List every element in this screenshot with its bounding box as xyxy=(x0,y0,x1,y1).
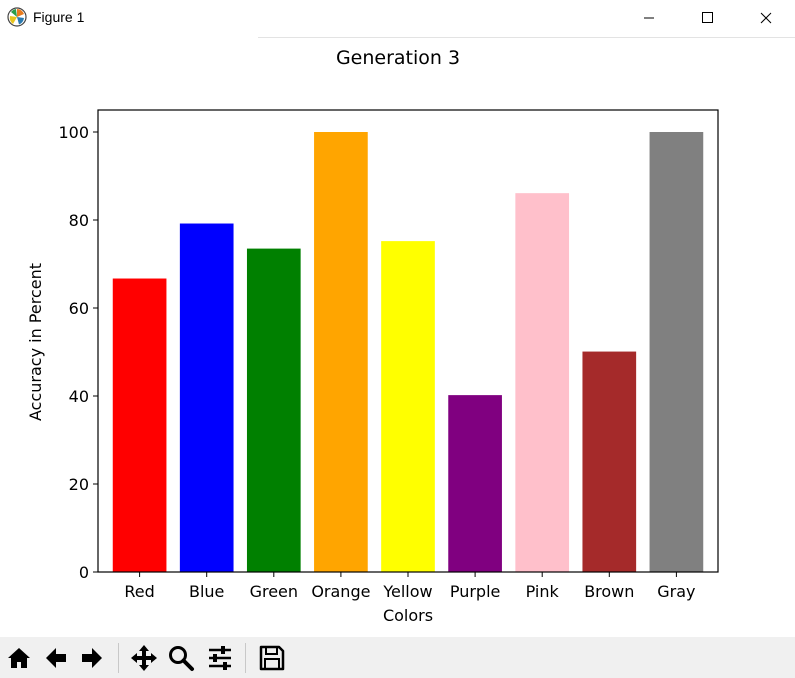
x-tick-label: Yellow xyxy=(382,582,432,601)
x-axis-label: Colors xyxy=(383,606,433,625)
home-button[interactable] xyxy=(3,642,35,674)
toolbar-separator xyxy=(245,643,246,673)
bar-group xyxy=(112,132,704,572)
minimize-button[interactable] xyxy=(620,0,678,36)
figure-canvas: Generation 3 0 20 40 60 80 100 Red Blue Green Or… xyxy=(26,47,719,625)
maximize-icon xyxy=(702,12,713,23)
y-tick-label: 0 xyxy=(79,563,89,582)
window-title: Figure 1 xyxy=(33,9,85,25)
bar-orange xyxy=(314,132,368,572)
configure-subplots-icon xyxy=(209,646,231,670)
forward-arrow-icon xyxy=(82,648,102,668)
y-axis-label: Accuracy in Percent xyxy=(26,263,45,421)
save-button[interactable] xyxy=(256,642,288,674)
y-tick-label: 20 xyxy=(69,475,89,494)
bar-yellow xyxy=(381,241,435,572)
configure-subplots-button[interactable] xyxy=(204,642,236,674)
y-axis: 0 20 40 60 80 100 xyxy=(58,123,98,582)
bar-pink xyxy=(515,193,570,572)
x-tick-label: Gray xyxy=(657,582,695,601)
close-icon xyxy=(760,12,772,24)
zoom-button[interactable] xyxy=(165,642,197,674)
home-icon xyxy=(8,648,30,668)
x-tick-label: Purple xyxy=(450,582,501,601)
x-tick-label: Green xyxy=(250,582,298,601)
x-tick-label: Brown xyxy=(584,582,634,601)
bar-green xyxy=(246,248,301,572)
pan-button[interactable] xyxy=(128,642,160,674)
back-button[interactable] xyxy=(40,642,72,674)
x-tick-label: Red xyxy=(124,582,154,601)
close-button[interactable] xyxy=(737,0,795,36)
x-axis: Red Blue Green Orange Yellow Purple Pink Brown G… xyxy=(124,572,696,601)
zoom-icon xyxy=(169,646,194,671)
save-icon xyxy=(259,645,285,671)
back-arrow-icon xyxy=(46,648,66,668)
forward-button[interactable] xyxy=(76,642,108,674)
toolbar-separator xyxy=(118,643,119,673)
bar-gray xyxy=(649,132,704,572)
y-tick-label: 60 xyxy=(69,299,89,318)
x-tick-label: Pink xyxy=(526,582,560,601)
x-tick-label: Orange xyxy=(311,582,370,601)
bar-brown xyxy=(582,351,637,572)
window-titlebar: Figure 1 xyxy=(0,0,795,36)
titlebar-divider xyxy=(258,37,795,38)
matplotlib-logo-icon xyxy=(7,7,27,27)
minimize-icon xyxy=(644,17,654,19)
y-tick-label: 100 xyxy=(58,123,89,142)
bar-blue xyxy=(179,223,234,572)
bar-red xyxy=(112,278,167,572)
x-tick-label: Blue xyxy=(189,582,224,601)
pan-icon xyxy=(131,645,157,671)
bar-purple xyxy=(448,395,502,572)
navigation-toolbar xyxy=(0,637,795,678)
maximize-button[interactable] xyxy=(679,0,737,36)
y-tick-label: 40 xyxy=(69,387,89,406)
y-tick-label: 80 xyxy=(69,211,89,230)
chart-title: Generation 3 xyxy=(336,47,460,69)
